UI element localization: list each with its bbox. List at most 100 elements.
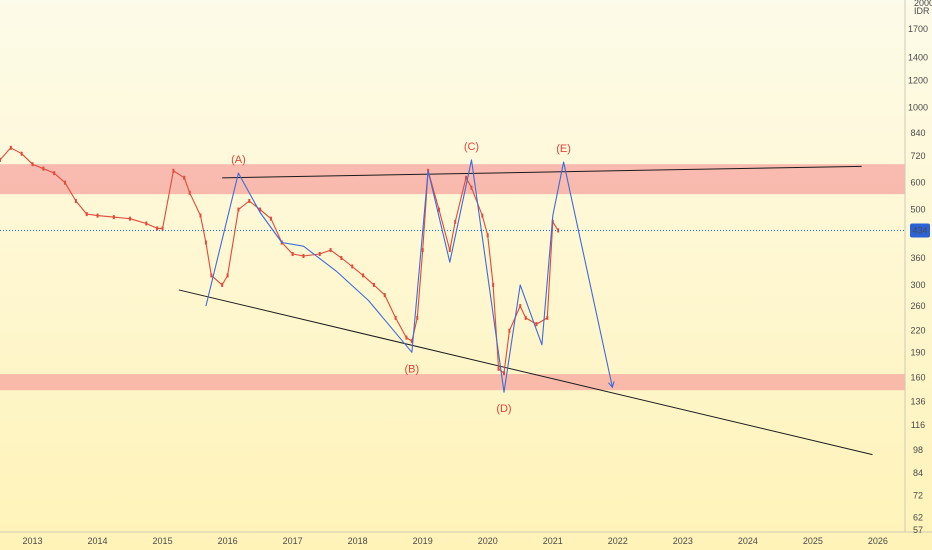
y-tick-label: 260	[910, 301, 925, 311]
price-bar	[161, 226, 164, 231]
price-bar	[204, 240, 207, 245]
price-bar	[481, 213, 484, 218]
price-bar	[291, 251, 294, 256]
upper-trendline[interactable]	[222, 165, 862, 179]
y-tick-label: 1200	[908, 75, 928, 85]
y-tick-label: 500	[910, 205, 925, 215]
projection-arrowhead	[608, 381, 615, 389]
price-bar	[74, 198, 77, 203]
resistance-zone	[0, 164, 905, 195]
price-bar	[502, 371, 505, 376]
x-tick-label: 2016	[218, 536, 238, 546]
price-bar	[492, 282, 495, 287]
price-bar	[42, 166, 45, 171]
x-tick-label: 2013	[22, 536, 42, 546]
y-tick-label: 600	[910, 178, 925, 188]
x-tick-label: 2022	[608, 536, 628, 546]
price-bar	[302, 254, 305, 259]
y-tick-label: 136	[910, 397, 925, 407]
price-bar	[508, 328, 511, 333]
price-bar	[329, 248, 332, 253]
price-bar	[31, 162, 34, 167]
price-bar	[497, 366, 500, 371]
price-bar	[519, 304, 522, 309]
price-bar	[237, 207, 240, 212]
price-bar	[416, 315, 419, 320]
price-bar	[145, 221, 148, 226]
wave-label: (A)	[231, 154, 246, 166]
price-bar	[20, 151, 23, 156]
top-tick-label: 2000	[914, 0, 932, 8]
price-bar	[362, 273, 365, 278]
price-bar	[0, 157, 1, 162]
y-tick-label: 190	[910, 347, 925, 357]
x-tick-label: 2025	[803, 536, 823, 546]
price-bar	[248, 198, 251, 203]
x-tick-label: 2015	[153, 536, 173, 546]
price-bar	[96, 213, 99, 218]
price-bar	[112, 215, 115, 220]
x-tick-label: 2026	[868, 536, 888, 546]
current-price-badge	[910, 223, 930, 238]
price-bar	[53, 171, 56, 176]
y-tick-label: 62	[913, 513, 923, 523]
y-tick-label: 840	[910, 128, 925, 138]
price-bar	[318, 251, 321, 256]
price-bar	[421, 248, 424, 253]
x-tick-label: 2020	[478, 536, 498, 546]
y-tick-label: 98	[913, 445, 923, 455]
y-tick-label: 72	[913, 491, 923, 501]
price-bar	[465, 175, 468, 180]
y-tick-label: 116	[911, 420, 925, 430]
price-bar	[394, 315, 397, 320]
y-tick-label: 84	[913, 468, 923, 478]
price-bar	[269, 216, 272, 221]
support-zone	[0, 374, 905, 391]
price-bar	[470, 185, 473, 190]
price-bar	[437, 207, 440, 212]
y-tick-label: 360	[910, 253, 925, 263]
current-price-label: 434	[912, 225, 927, 235]
price-bar	[199, 213, 202, 218]
price-bar	[383, 293, 386, 298]
y-tick-label: 720	[910, 151, 925, 161]
wave-label: (D)	[496, 403, 511, 415]
price-bar	[172, 168, 175, 173]
wave-label: (B)	[405, 363, 420, 375]
currency-label: IDR	[914, 6, 930, 16]
y-tick-label: 1000	[908, 102, 928, 112]
lower-trendline[interactable]	[178, 289, 873, 456]
price-bar	[156, 226, 159, 231]
price-bar	[546, 315, 549, 320]
price-bar	[129, 216, 132, 221]
wave-path[interactable]	[205, 159, 613, 393]
price-bar	[405, 335, 408, 340]
price-bar	[351, 264, 354, 269]
price-bar	[340, 256, 343, 261]
price-bar	[259, 207, 262, 212]
y-tick-label: 300	[910, 280, 925, 290]
price-bar	[188, 190, 191, 195]
price-bar	[486, 233, 489, 238]
price-bar	[183, 175, 186, 180]
price-bar	[9, 145, 12, 150]
x-tick-label: 2018	[348, 536, 368, 546]
x-tick-label: 2019	[413, 536, 433, 546]
price-bar	[448, 248, 451, 253]
y-tick-label: 1400	[908, 53, 928, 63]
wave-label: (E)	[556, 143, 571, 155]
x-tick-label: 2023	[673, 536, 693, 546]
price-series-line	[0, 147, 559, 374]
y-tick-label: 57	[913, 525, 923, 535]
price-bar	[410, 339, 413, 344]
y-tick-label: 220	[910, 326, 925, 336]
price-bar	[64, 180, 67, 185]
price-bar	[535, 322, 538, 327]
price-bar	[210, 273, 213, 278]
x-tick-label: 2017	[283, 536, 303, 546]
price-bar	[454, 219, 457, 224]
price-bar	[221, 282, 224, 287]
wave-label: (C)	[464, 141, 479, 153]
